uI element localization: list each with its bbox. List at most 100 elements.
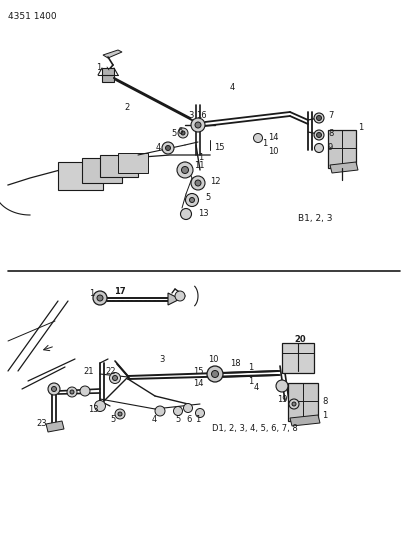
Circle shape: [97, 295, 103, 301]
Bar: [102, 68, 114, 82]
Text: 20: 20: [294, 335, 306, 343]
Text: 5: 5: [171, 128, 176, 138]
Circle shape: [292, 402, 296, 406]
Circle shape: [109, 373, 120, 384]
Text: 8: 8: [322, 397, 327, 406]
Circle shape: [70, 390, 74, 394]
Text: 1: 1: [96, 62, 101, 71]
Circle shape: [162, 142, 174, 154]
Text: 1: 1: [248, 362, 253, 372]
Circle shape: [314, 113, 324, 123]
Text: 15: 15: [214, 143, 224, 152]
Text: 4351 1400: 4351 1400: [8, 12, 57, 21]
Text: 5: 5: [205, 193, 210, 203]
Circle shape: [155, 406, 165, 416]
Text: 4: 4: [254, 384, 259, 392]
Circle shape: [191, 118, 205, 132]
Circle shape: [118, 412, 122, 416]
Circle shape: [48, 383, 60, 395]
Text: B1, 2, 3: B1, 2, 3: [298, 214, 333, 222]
Text: 1: 1: [358, 123, 363, 132]
Text: 3: 3: [159, 354, 164, 364]
Circle shape: [195, 122, 201, 128]
Circle shape: [67, 387, 77, 397]
Text: 17: 17: [114, 287, 126, 295]
Circle shape: [317, 133, 322, 138]
Circle shape: [191, 176, 205, 190]
Circle shape: [173, 407, 182, 416]
Text: 3: 3: [188, 111, 193, 120]
Text: 1: 1: [195, 415, 200, 424]
Polygon shape: [168, 293, 180, 305]
Circle shape: [276, 380, 288, 392]
Bar: [58, 162, 103, 190]
Circle shape: [178, 128, 188, 138]
Circle shape: [315, 143, 324, 152]
Circle shape: [93, 291, 107, 305]
Text: 1: 1: [248, 376, 253, 385]
Circle shape: [175, 291, 185, 301]
Text: 1: 1: [322, 411, 327, 421]
Circle shape: [51, 386, 56, 392]
Circle shape: [115, 409, 125, 419]
Text: 5: 5: [175, 415, 180, 424]
Bar: [282, 343, 314, 373]
Text: 4: 4: [152, 415, 157, 424]
Text: 23: 23: [36, 419, 47, 429]
Text: 18: 18: [230, 359, 241, 367]
Circle shape: [253, 133, 262, 142]
Circle shape: [182, 166, 188, 174]
Circle shape: [95, 400, 106, 411]
Circle shape: [195, 408, 204, 417]
Bar: [328, 130, 356, 168]
Text: 13: 13: [198, 209, 208, 219]
Text: 5: 5: [110, 415, 115, 424]
Circle shape: [186, 193, 199, 206]
Text: 6: 6: [186, 415, 191, 424]
Text: 14: 14: [193, 379, 204, 389]
Text: 1: 1: [262, 139, 267, 148]
Text: 1: 1: [89, 289, 94, 298]
Text: 2: 2: [124, 103, 129, 112]
Circle shape: [181, 131, 185, 135]
Text: 21: 21: [83, 367, 93, 376]
Circle shape: [317, 116, 322, 120]
Circle shape: [113, 376, 118, 381]
Text: 16: 16: [196, 111, 206, 120]
Text: 12: 12: [210, 177, 220, 187]
Circle shape: [184, 403, 193, 413]
Bar: [288, 383, 318, 421]
Text: 4: 4: [156, 143, 161, 152]
Circle shape: [211, 370, 219, 377]
Bar: [118, 153, 148, 173]
Text: 13: 13: [88, 405, 99, 414]
Text: 10: 10: [268, 148, 279, 157]
Polygon shape: [330, 162, 358, 173]
Text: 6: 6: [177, 127, 182, 136]
Bar: [100, 155, 138, 177]
Bar: [82, 158, 122, 183]
Circle shape: [189, 198, 195, 203]
Text: D1, 2, 3, 4, 5, 6, 7, 8: D1, 2, 3, 4, 5, 6, 7, 8: [212, 424, 298, 433]
Text: 14: 14: [268, 133, 279, 142]
Text: 1: 1: [198, 152, 203, 161]
Text: 22: 22: [105, 367, 115, 376]
Text: 19: 19: [277, 394, 288, 403]
Polygon shape: [103, 50, 122, 58]
Circle shape: [80, 386, 90, 396]
Polygon shape: [46, 421, 64, 432]
Text: 9: 9: [328, 143, 333, 152]
Text: 11: 11: [194, 160, 204, 169]
Text: 15: 15: [193, 367, 204, 376]
Circle shape: [289, 399, 299, 409]
Circle shape: [180, 208, 191, 220]
Text: 4: 4: [230, 84, 235, 93]
Text: 7: 7: [328, 111, 333, 120]
Circle shape: [314, 130, 324, 140]
Text: 10: 10: [208, 354, 219, 364]
Circle shape: [207, 366, 223, 382]
Circle shape: [166, 146, 171, 150]
Text: 8: 8: [328, 128, 333, 138]
Circle shape: [177, 162, 193, 178]
Polygon shape: [290, 415, 320, 426]
